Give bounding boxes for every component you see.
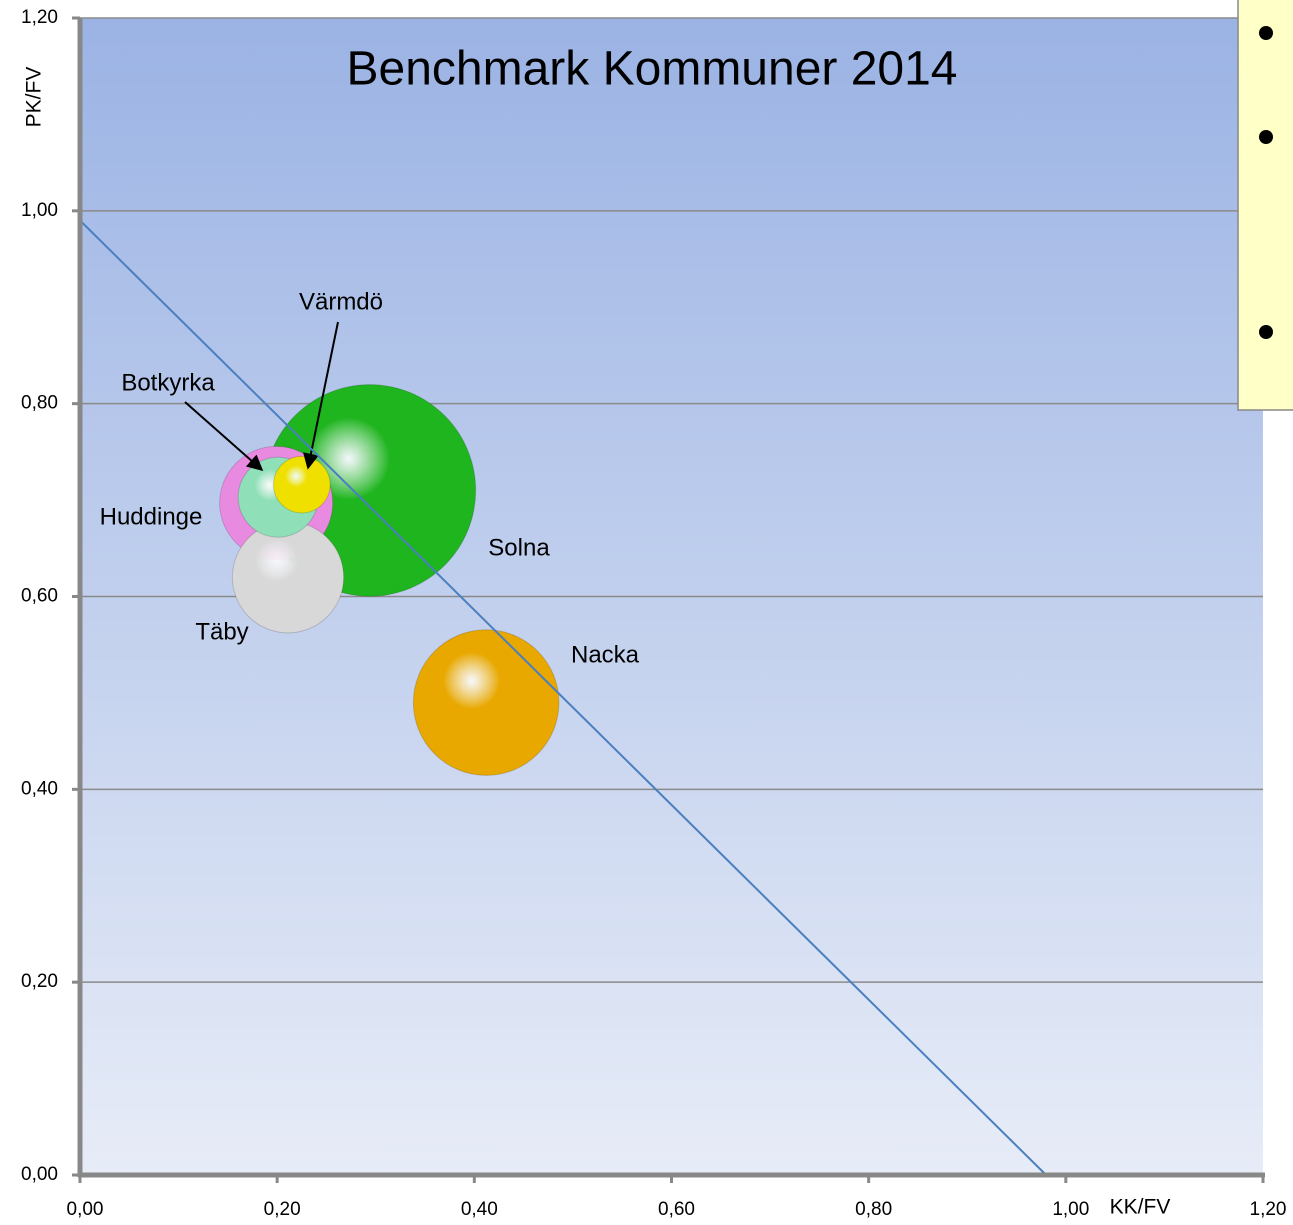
x-tick-label: 1,00 bbox=[1052, 1199, 1089, 1220]
y-tick-label: 1,00 bbox=[21, 200, 58, 221]
bubble-label: Nacka bbox=[571, 641, 640, 668]
y-axis-label: PK/FV bbox=[23, 67, 46, 128]
y-tick-label: 0,40 bbox=[21, 778, 58, 799]
y-tick-label: 1,20 bbox=[21, 7, 58, 28]
trend-line bbox=[79, 219, 1047, 1176]
bubble-label: Botkyrka bbox=[121, 369, 215, 396]
y-tick-label: 0,20 bbox=[21, 971, 58, 992]
x-axis-label: KK/FV bbox=[1110, 1196, 1171, 1219]
bubble-label: Huddinge bbox=[100, 503, 203, 530]
x-tick-label: 1,20 bbox=[1250, 1199, 1287, 1220]
y-tick-label: 0,00 bbox=[21, 1164, 58, 1185]
x-tick-label: 0,00 bbox=[67, 1199, 104, 1220]
x-tick-label: 0,80 bbox=[855, 1199, 892, 1220]
chart-title: Benchmark Kommuner 2014 bbox=[347, 43, 958, 96]
y-tick-label: 0,80 bbox=[21, 393, 58, 414]
bubble-label: Solna bbox=[488, 534, 550, 561]
bubble-label: Täby bbox=[195, 618, 248, 645]
bubble bbox=[273, 455, 331, 514]
label-arrow bbox=[303, 321, 339, 470]
label-arrow bbox=[184, 401, 264, 472]
x-tick-label: 0,40 bbox=[461, 1199, 498, 1220]
bubble bbox=[231, 521, 345, 634]
bubble-label: Värmdö bbox=[299, 288, 383, 315]
x-tick-label: 0,20 bbox=[264, 1199, 301, 1220]
note-box bbox=[1237, 0, 1293, 411]
x-tick-label: 0,60 bbox=[658, 1199, 695, 1220]
bubble bbox=[412, 629, 560, 776]
y-tick-label: 0,60 bbox=[21, 586, 58, 607]
